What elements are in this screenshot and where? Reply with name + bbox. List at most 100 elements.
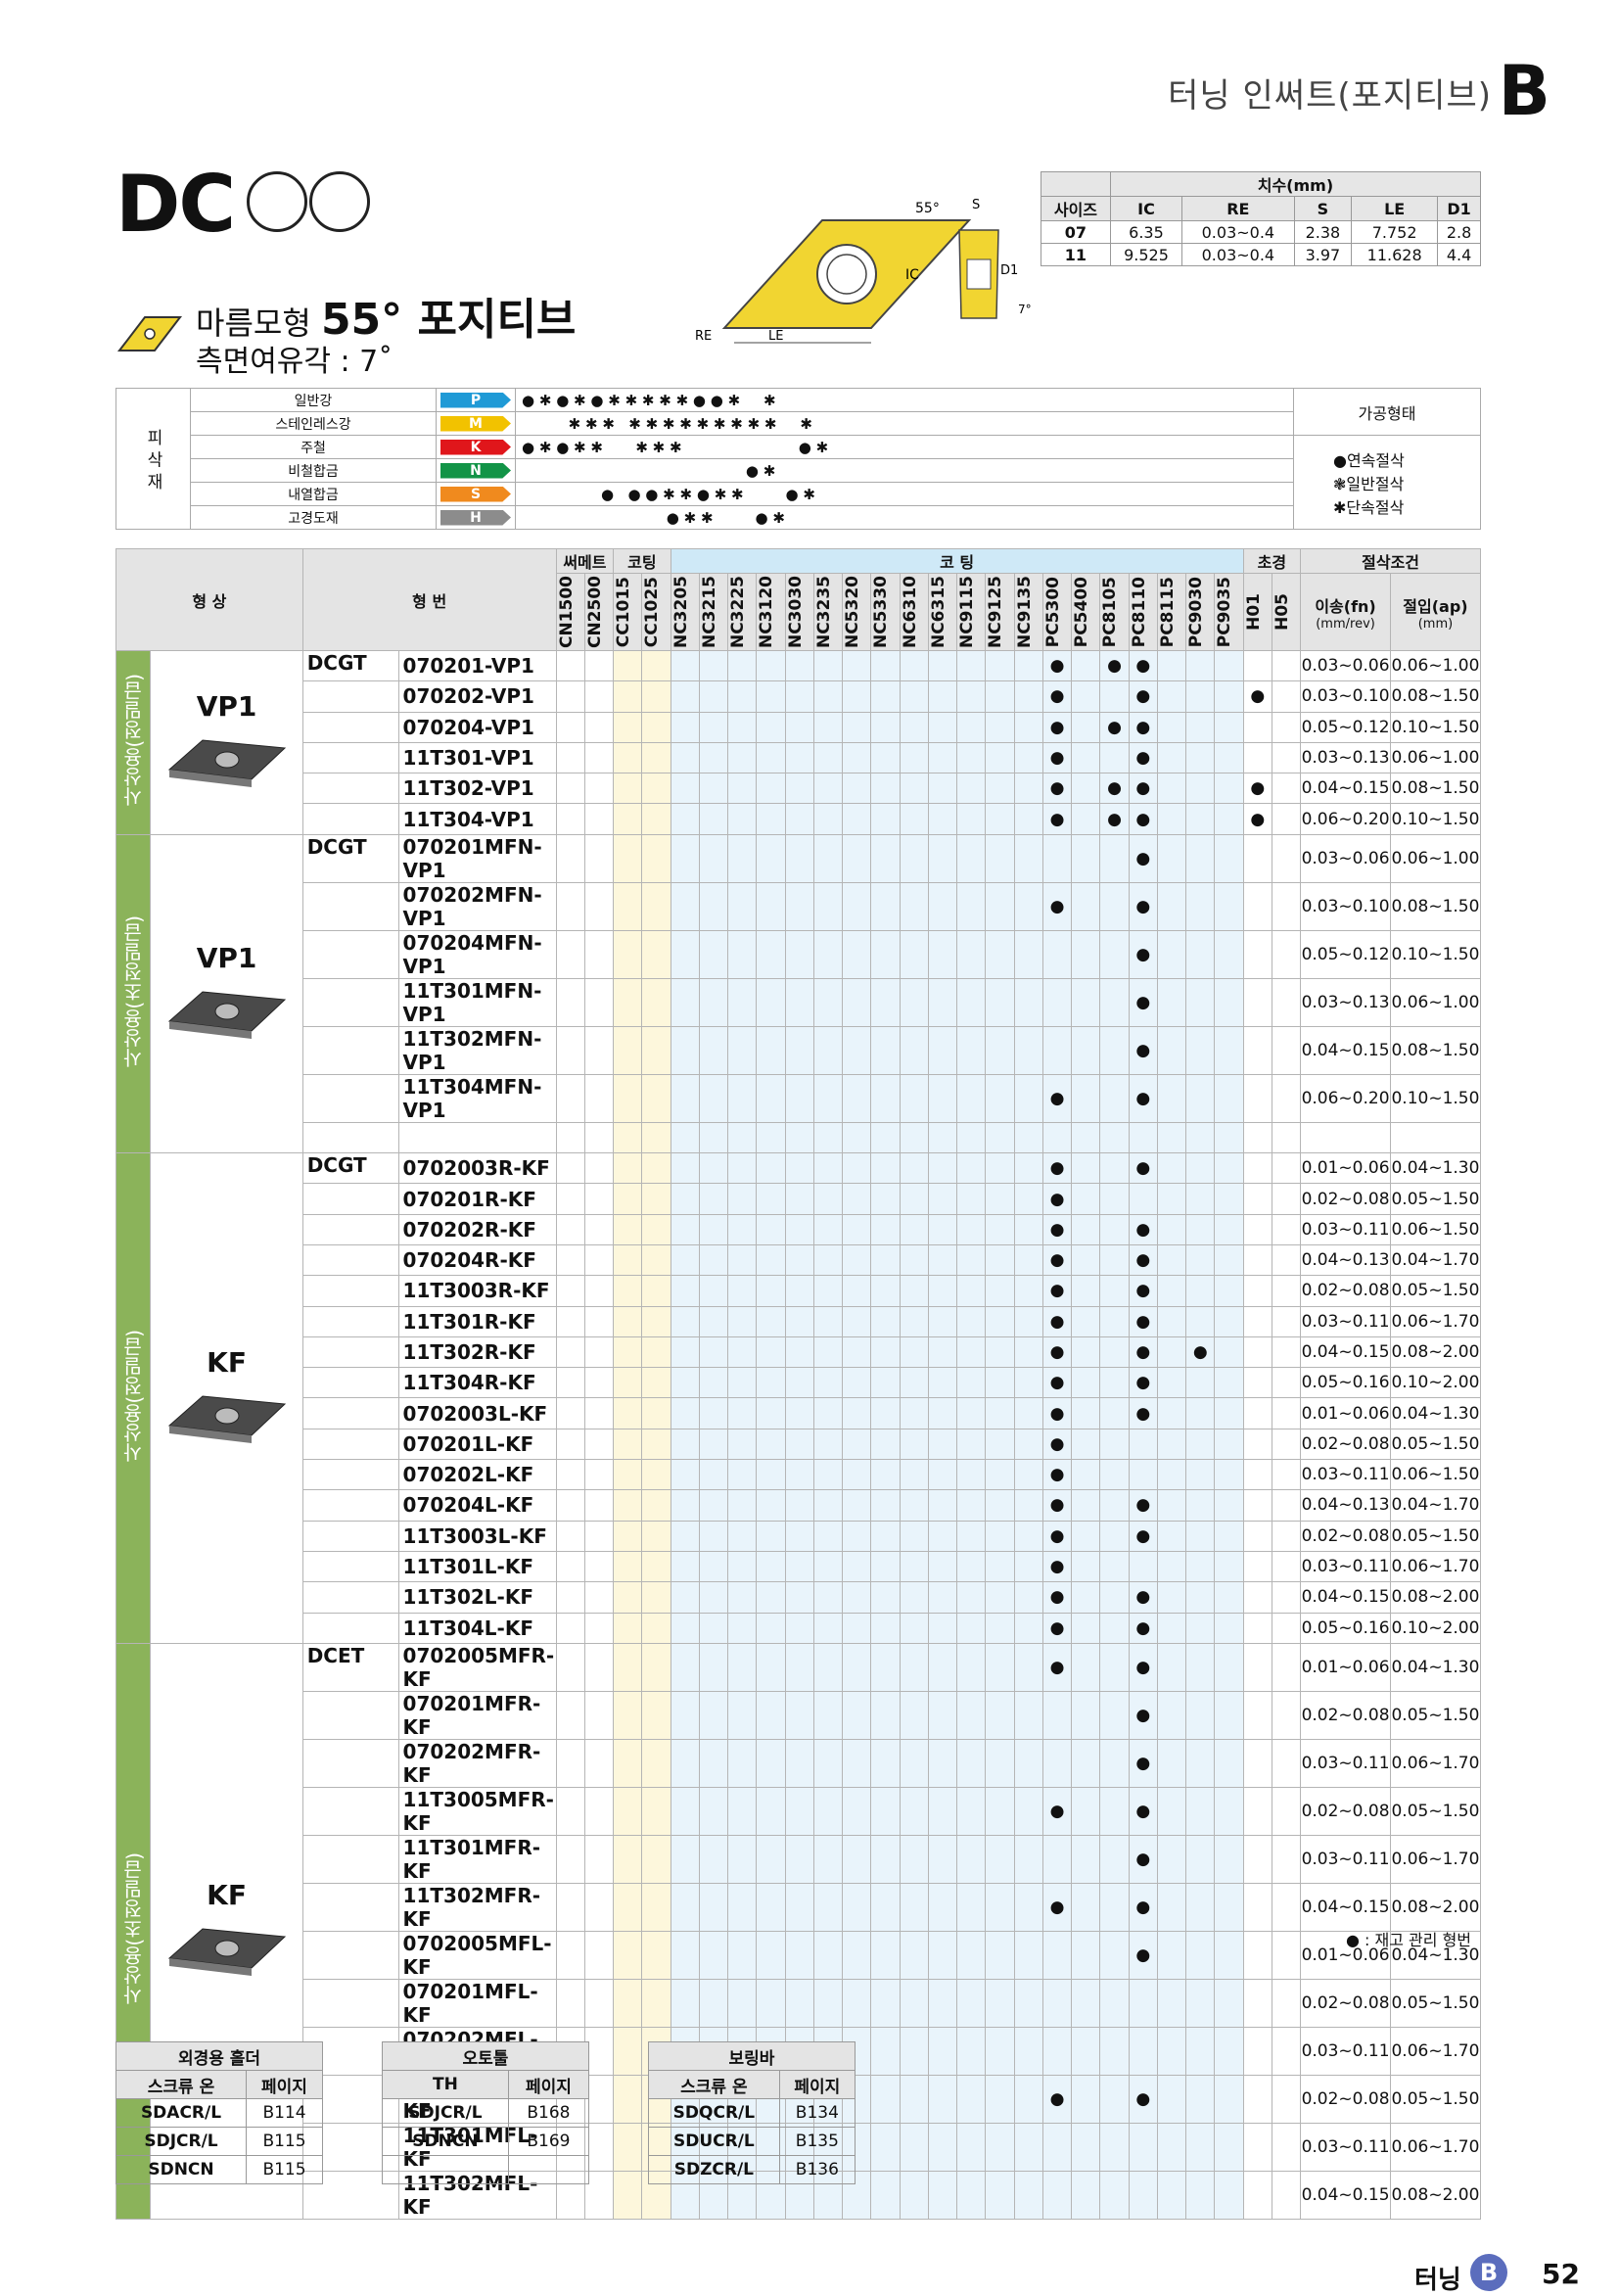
grade-availability-cell xyxy=(842,1520,872,1552)
grade-label: NC3030 xyxy=(785,575,806,649)
grade-availability-cell xyxy=(727,929,758,979)
grade-availability-cell xyxy=(613,977,643,1027)
grade-availability-cell xyxy=(641,1581,671,1614)
insert-type-empty xyxy=(301,1025,399,1075)
grade-availability-cell xyxy=(784,929,814,979)
grade-availability-cell xyxy=(1185,2074,1216,2124)
grade-availability-cell xyxy=(1185,1834,1216,1884)
grade-availability-cell xyxy=(1214,1786,1244,1836)
grade-availability-cell xyxy=(1071,680,1101,713)
grade-availability-cell: ● xyxy=(1041,1305,1073,1337)
grade-availability-cell xyxy=(870,1183,901,1215)
grade-availability-cell xyxy=(1013,1930,1043,1980)
grade-availability-cell xyxy=(1185,1397,1216,1429)
dimension-cell: 0.03~0.4 xyxy=(1181,220,1295,244)
holder-row: SDNCN B169 xyxy=(382,2127,590,2156)
grade-availability-cell xyxy=(670,803,700,835)
grade-availability-cell xyxy=(956,741,987,774)
feed-value: 0.02~0.08 xyxy=(1300,1183,1391,1215)
grade-availability-cell xyxy=(1185,1738,1216,1788)
grade-availability-cell xyxy=(583,977,615,1027)
grade-availability-cell xyxy=(555,1612,585,1644)
grade-availability-cell xyxy=(1071,1786,1101,1836)
grade-availability-cell xyxy=(670,1738,700,1788)
grade-availability-cell: ● xyxy=(1041,1183,1073,1215)
grade-availability-cell xyxy=(583,1786,615,1836)
grade-availability-cell xyxy=(1242,649,1272,682)
grade-availability-cell xyxy=(670,1930,700,1980)
grade-availability-cell xyxy=(613,2122,643,2172)
grade-availability-cell xyxy=(613,2170,643,2220)
insert-type-empty xyxy=(301,1213,399,1245)
grade-availability-cell xyxy=(727,1073,758,1123)
grade-availability-cell xyxy=(613,1882,643,1932)
insert-type-empty xyxy=(301,1243,399,1277)
grade-availability-cell xyxy=(1099,1335,1130,1369)
grade-availability-cell xyxy=(956,1930,987,1980)
grade-availability-cell xyxy=(698,1834,729,1884)
grade-cn2500: CN2500 xyxy=(583,573,615,651)
doc-value: 0.08~2.00 xyxy=(1389,1882,1482,1932)
grade-availability-cell xyxy=(641,680,671,713)
doc-value: 0.06~1.70 xyxy=(1389,1834,1482,1884)
grade-label: PC8115 xyxy=(1157,576,1178,648)
doc-value: 0.04~1.30 xyxy=(1389,1152,1482,1185)
grade-availability-cell xyxy=(1242,2122,1272,2172)
insert-row: 11T302MFR-KF ● ● 0.04~0.15 0.08~2.00 xyxy=(116,1882,1482,1932)
grade-availability-cell xyxy=(1013,1738,1043,1788)
grade-availability-cell xyxy=(784,1243,814,1277)
grade-availability-cell: ● xyxy=(1128,977,1158,1027)
grade-availability-cell xyxy=(698,1183,729,1215)
grade-availability-cell xyxy=(698,929,729,979)
grade-availability-cell xyxy=(756,881,786,931)
grade-availability-cell xyxy=(842,1305,872,1337)
grade-availability-cell xyxy=(985,1152,1015,1185)
grade-availability-cell: ● xyxy=(1128,1367,1158,1399)
grade-availability-cell xyxy=(956,1243,987,1277)
insert-picture-cell: KF xyxy=(150,1152,303,1644)
grade-availability-cell xyxy=(1013,881,1043,931)
grade-availability-cell xyxy=(812,1642,844,1692)
grade-label: NC6310 xyxy=(900,575,920,649)
grade-availability-cell xyxy=(1156,649,1187,682)
grade-availability-cell: ● xyxy=(1128,2074,1158,2124)
grade-availability-cell xyxy=(1242,1152,1272,1185)
grade-nc3225: NC3225 xyxy=(727,573,758,651)
doc-value: 0.10~1.50 xyxy=(1389,711,1482,743)
grade-availability-cell xyxy=(870,1834,901,1884)
grade-nc3215: NC3215 xyxy=(698,573,729,651)
grade-availability-cell xyxy=(1099,1612,1130,1644)
grade-availability-cell xyxy=(555,773,585,805)
material-code: S xyxy=(436,482,516,506)
grade-label: NC3120 xyxy=(757,575,777,649)
grade-availability-cell xyxy=(1071,1642,1101,1692)
grade-availability-cell xyxy=(927,833,958,883)
grade-pc8110: PC8110 xyxy=(1128,573,1158,651)
grade-availability-cell xyxy=(1156,1642,1187,1692)
grade-availability-cell xyxy=(670,680,700,713)
grade-availability-cell xyxy=(956,1073,987,1123)
grade-availability-cell xyxy=(956,1690,987,1740)
grade-availability-cell xyxy=(870,1243,901,1277)
grade-availability-cell xyxy=(756,1025,786,1075)
insert-row: 11T3003R-KF ● ● 0.02~0.08 0.05~1.50 xyxy=(116,1275,1482,1307)
grade-availability-cell xyxy=(927,680,958,713)
grade-availability-cell xyxy=(698,1213,729,1245)
grade-availability-cell xyxy=(985,1183,1015,1215)
doc-value: 0.08~1.50 xyxy=(1389,881,1482,931)
grade-availability-cell xyxy=(899,1882,929,1932)
grade-pc9030: PC9030 xyxy=(1185,573,1216,651)
application-text: 사상용(정밀급) xyxy=(121,674,146,807)
grade-availability-cell xyxy=(756,1612,786,1644)
grade-availability-cell xyxy=(812,1978,844,2028)
grade-availability-cell xyxy=(727,680,758,713)
grade-availability-cell xyxy=(641,1786,671,1836)
insert-type-empty xyxy=(301,711,399,743)
grade-availability-cell xyxy=(1071,929,1101,979)
grade-availability-cell xyxy=(641,803,671,835)
dimension-cell: 2.8 xyxy=(1437,220,1481,244)
grade-availability-cell xyxy=(842,1550,872,1583)
feed-value: 0.03~0.10 xyxy=(1300,680,1391,713)
grade-availability-cell xyxy=(613,680,643,713)
insert-code: 11T304-VP1 xyxy=(397,803,557,835)
